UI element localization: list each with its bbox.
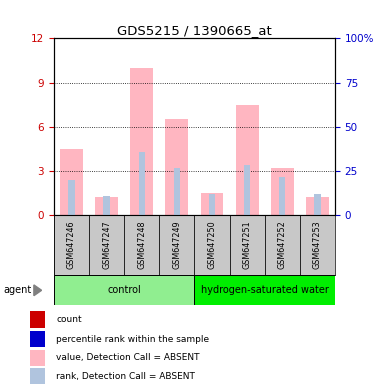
Bar	[166, 119, 188, 215]
Title: GDS5215 / 1390665_at: GDS5215 / 1390665_at	[117, 24, 272, 37]
Text: GSM647246: GSM647246	[67, 220, 76, 269]
Bar	[279, 177, 285, 215]
Bar	[95, 197, 118, 215]
Bar	[236, 104, 259, 215]
Bar	[159, 215, 194, 275]
Text: GSM647253: GSM647253	[313, 220, 322, 269]
Text: value, Detection Call = ABSENT: value, Detection Call = ABSENT	[56, 353, 199, 362]
Bar	[194, 215, 229, 275]
Text: GSM647249: GSM647249	[172, 220, 181, 269]
Bar	[30, 349, 45, 366]
Text: GSM647251: GSM647251	[243, 220, 252, 269]
Bar	[314, 194, 321, 215]
Text: percentile rank within the sample: percentile rank within the sample	[56, 334, 209, 344]
Bar	[124, 215, 159, 275]
Bar	[30, 331, 45, 347]
Bar	[54, 215, 89, 275]
Bar	[271, 168, 294, 215]
Polygon shape	[34, 285, 42, 296]
Text: agent: agent	[4, 285, 32, 295]
Bar	[209, 194, 215, 215]
Bar	[300, 215, 335, 275]
Text: rank, Detection Call = ABSENT: rank, Detection Call = ABSENT	[56, 372, 195, 381]
Bar	[244, 165, 250, 215]
Bar	[194, 275, 335, 305]
Text: GSM647247: GSM647247	[102, 220, 111, 269]
Text: GSM647252: GSM647252	[278, 220, 287, 269]
Bar	[264, 215, 300, 275]
Bar	[306, 197, 329, 215]
Bar	[60, 149, 83, 215]
Text: hydrogen-saturated water: hydrogen-saturated water	[201, 285, 329, 295]
Text: count: count	[56, 315, 82, 324]
Text: GSM647248: GSM647248	[137, 220, 146, 269]
Bar	[89, 215, 124, 275]
Bar	[104, 196, 110, 215]
Bar	[229, 215, 265, 275]
Bar	[130, 68, 153, 215]
Text: GSM647250: GSM647250	[208, 220, 216, 269]
Bar	[30, 368, 45, 384]
Bar	[30, 311, 45, 328]
Bar	[201, 193, 223, 215]
Bar	[174, 168, 180, 215]
Bar	[139, 152, 145, 215]
Bar	[68, 180, 75, 215]
Bar	[54, 275, 194, 305]
Text: control: control	[107, 285, 141, 295]
